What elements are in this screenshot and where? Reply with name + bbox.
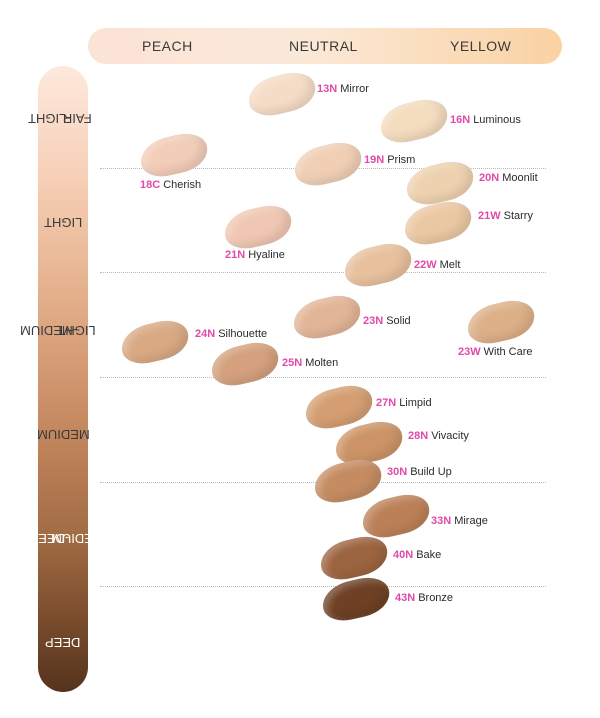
shade-code: 30N [387,466,408,478]
swatch [136,128,212,182]
depth-label: -MEDIUM [20,323,78,338]
shade-label: 22W Melt [414,258,460,272]
shade-label: 18C Cherish [140,178,201,192]
shade-name: Prism [387,154,416,166]
shade-code: 43N [395,592,416,604]
depth-light-medium: LIGHT -MEDIUM [20,278,96,382]
undertone-neutral: NEUTRAL [289,38,358,54]
swatch [117,315,193,369]
shade-code: 22W [414,259,437,271]
swatch [463,295,539,349]
depth-label: MEDIUM [36,427,90,442]
swatch [290,137,366,191]
shade-label: 21N Hyaline [225,248,285,262]
depth-fair-light: FAIR -LIGHT [28,70,92,166]
shade-name: Mirror [340,83,369,95]
swatch [207,337,283,391]
shade-name: Luminous [473,114,521,126]
shade-code: 19N [364,154,385,166]
shade-name: Build Up [410,466,452,478]
swatch [358,489,434,543]
shade-code: 27N [376,397,397,409]
shade-label: 33N Mirage [431,514,488,528]
depth-label: -LIGHT [27,111,71,126]
shade-label: 13N Mirror [317,82,369,96]
shade-name: Molten [305,357,339,369]
shade-label: 19N Prism [364,153,415,167]
shade-code: 16N [450,114,471,126]
shade-name: Bronze [418,592,454,604]
shade-code: 23W [458,346,481,358]
depth-medium: MEDIUM [36,382,90,486]
shade-code: 25N [282,357,303,369]
swatch [318,572,394,626]
shade-code: 21W [478,210,501,222]
swatch [340,238,416,292]
depth-label: DEEP [45,635,81,650]
depth-label: LIGHT [43,215,83,230]
row-divider [100,272,546,273]
shade-name: Moonlit [502,172,538,184]
shade-label: 28N Vivacity [408,429,469,443]
undertone-peach: PEACH [142,38,193,54]
swatch [316,531,392,585]
shade-name: Cherish [163,179,202,191]
swatch [400,196,476,250]
swatch [244,67,320,121]
undertone-yellow: YELLOW [450,38,512,54]
swatch [376,94,452,148]
shade-code: 24N [195,328,216,340]
shade-name: With Care [483,346,533,358]
depth-bar: FAIR -LIGHT LIGHT LIGHT -MEDIUM MEDIUM MED… [20,66,103,692]
shade-code: 13N [317,83,338,95]
shade-code: 20N [479,172,500,184]
swatch [310,454,386,508]
shade-label: 24N Silhouette [195,327,267,341]
shade-label: 40N Bake [393,548,441,562]
swatch [289,290,365,344]
shade-name: Solid [386,315,411,327]
row-divider [100,377,546,378]
shade-name: Starry [503,210,533,222]
shade-name: Melt [439,259,461,271]
shade-label: 23N Solid [363,314,411,328]
shade-code: 33N [431,515,452,527]
shade-label: 16N Luminous [450,113,521,127]
depth-deep: DEEP [38,596,88,688]
shade-name: Bake [416,549,442,561]
shade-label: 27N Limpid [376,396,432,410]
shade-label: 30N Build Up [387,465,452,479]
shade-code: 28N [408,430,429,442]
row-divider [100,586,546,587]
shade-label: 20N Moonlit [479,171,538,185]
depth-label: -DEEP [29,531,69,546]
shade-code: 21N [225,249,246,261]
depth-medium-deep: MEDIUM -DEEP [29,486,103,590]
undertone-bar: PEACH NEUTRAL YELLOW [88,28,562,64]
shade-code: 40N [393,549,414,561]
depth-light: LIGHT [38,170,88,274]
shade-code: 18C [140,179,161,191]
shade-name: Silhouette [218,328,268,340]
shade-name: Vivacity [431,430,469,442]
shade-name: Limpid [399,397,432,409]
swatch [220,200,296,254]
shade-name: Hyaline [248,249,285,261]
shade-label: 25N Molten [282,356,338,370]
shade-code: 23N [363,315,384,327]
shade-label: 23W With Care [458,345,533,359]
shade-name: Mirage [454,515,488,527]
shade-label: 21W Starry [478,209,533,223]
shade-label: 43N Bronze [395,591,453,605]
